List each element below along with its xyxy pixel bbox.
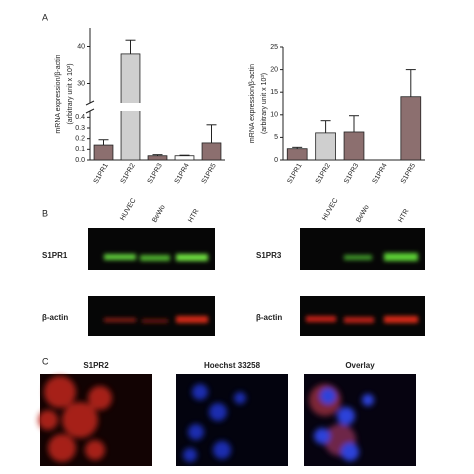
row-label: S1PR1 bbox=[42, 251, 68, 260]
y-tick-label: 5 bbox=[274, 134, 278, 141]
x-tick-label: S1PR3 bbox=[343, 162, 360, 185]
y-tick-label: 0.3 bbox=[75, 125, 85, 132]
bar bbox=[93, 144, 114, 161]
y-tick-label: 15 bbox=[270, 89, 278, 96]
bar bbox=[201, 142, 222, 161]
lane-label: BeWo bbox=[151, 204, 167, 224]
y-tick-label: 0.0 bbox=[75, 157, 85, 164]
bar bbox=[343, 131, 365, 161]
y-tick-label: 25 bbox=[270, 44, 278, 51]
bar bbox=[400, 96, 422, 161]
bar bbox=[147, 155, 168, 161]
lane-label: HTR bbox=[187, 208, 200, 224]
x-tick-label: S1PR4 bbox=[174, 162, 191, 185]
x-tick-label: S1PR3 bbox=[147, 162, 164, 185]
y-axis-label: (arbitrary unit x 10³) bbox=[261, 73, 268, 134]
y-tick-label: 0.2 bbox=[75, 136, 85, 143]
lane-label: BeWo bbox=[355, 204, 371, 224]
y-axis-label: mRNA expression/β-actin bbox=[249, 64, 256, 143]
x-tick-label: S1PR2 bbox=[120, 162, 137, 185]
panel-label: C bbox=[42, 356, 49, 366]
y-tick-label: 0.4 bbox=[75, 114, 85, 121]
row-label: β-actin bbox=[256, 313, 282, 322]
axis-break bbox=[86, 103, 225, 111]
image-title: Hoechst 33258 bbox=[204, 361, 261, 370]
y-tick-label: 40 bbox=[77, 43, 85, 50]
y-tick-label: 0 bbox=[274, 157, 278, 164]
y-tick-label: 20 bbox=[270, 66, 278, 73]
bar bbox=[174, 155, 195, 161]
panel-label: B bbox=[42, 208, 48, 218]
x-tick-label: S1PR1 bbox=[93, 162, 110, 185]
break-mark bbox=[85, 108, 95, 114]
y-tick-label: 10 bbox=[270, 112, 278, 119]
blot-panel bbox=[88, 228, 425, 336]
x-tick-label: S1PR4 bbox=[372, 162, 389, 185]
x-tick-label: S1PR5 bbox=[201, 162, 218, 185]
lane-label: HTR bbox=[397, 208, 410, 224]
row-label: β-actin bbox=[42, 313, 68, 322]
break-mark bbox=[85, 100, 95, 106]
image-title: Overlay bbox=[345, 361, 375, 370]
y-tick-label: 30 bbox=[77, 80, 85, 87]
y-tick-label: 0.1 bbox=[75, 146, 85, 153]
panel-label: A bbox=[42, 12, 48, 22]
lane-label: HUVEC bbox=[321, 197, 339, 222]
lane-label: HUVEC bbox=[119, 197, 137, 222]
image-title: S1PR2 bbox=[83, 361, 109, 370]
x-tick-label: S1PR2 bbox=[315, 162, 332, 185]
bar bbox=[286, 148, 308, 161]
bar bbox=[315, 132, 336, 161]
x-tick-label: S1PR1 bbox=[286, 162, 303, 185]
micrographs bbox=[38, 374, 416, 466]
y-axis-label: mRNA expression/β-actin bbox=[55, 54, 62, 133]
row-label: S1PR3 bbox=[256, 251, 282, 260]
y-axis-label: (arbitrary unit x 10³) bbox=[67, 63, 74, 124]
x-tick-label: S1PR5 bbox=[400, 162, 417, 185]
